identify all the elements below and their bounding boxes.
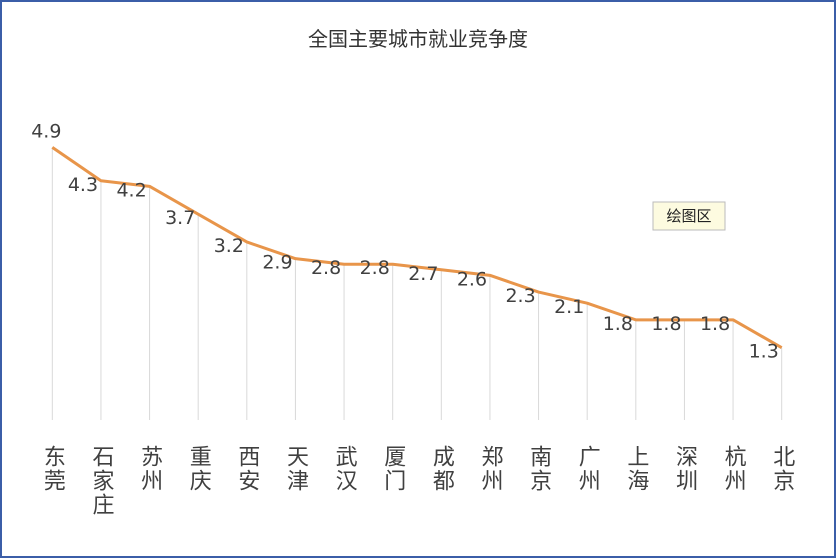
value-label: 2.3 — [505, 285, 535, 307]
x-tick-label: 成都 — [429, 445, 455, 493]
x-tick-label: 厦门 — [380, 445, 406, 493]
x-tick-label: 南京 — [526, 445, 551, 493]
tooltip: 绘图区 — [652, 201, 726, 231]
value-label: 2.8 — [311, 257, 341, 279]
x-tick-label: 北京 — [769, 445, 795, 493]
value-label: 4.2 — [116, 179, 146, 201]
value-label: 2.8 — [360, 257, 390, 279]
x-tick-label: 深圳 — [672, 445, 698, 493]
value-label: 1.8 — [700, 313, 730, 335]
x-tick-label: 郑州 — [477, 445, 503, 493]
x-tick-label: 石家庄 — [88, 445, 114, 517]
x-tick-label: 东莞 — [40, 445, 66, 493]
x-tick-label: 天津 — [283, 445, 309, 493]
value-label: 3.2 — [214, 235, 244, 257]
value-label: 3.7 — [165, 207, 195, 229]
value-label: 2.9 — [262, 252, 292, 274]
x-tick-label: 苏州 — [137, 445, 163, 493]
chart-title: 全国主要城市就业竞争度 — [308, 27, 528, 51]
tooltip-box — [652, 201, 726, 231]
line-series — [51, 146, 783, 349]
value-label: 4.3 — [68, 174, 98, 196]
value-label: 1.8 — [651, 313, 681, 335]
value-label: 2.6 — [457, 268, 487, 290]
x-tick-label: 重庆 — [186, 445, 212, 493]
x-tick-label: 上海 — [623, 445, 649, 493]
value-label: 1.8 — [603, 313, 633, 335]
x-tick-label: 杭州 — [721, 445, 747, 493]
value-label: 2.7 — [408, 263, 438, 285]
value-label: 4.9 — [31, 120, 61, 142]
tooltip-text: 绘图区 — [666, 207, 711, 225]
x-tick-label: 西安 — [234, 445, 259, 493]
x-tick-label: 武汉 — [332, 445, 358, 493]
x-tick-label: 广州 — [575, 445, 601, 493]
value-label: 2.1 — [554, 296, 584, 318]
value-label: 1.3 — [749, 341, 779, 363]
